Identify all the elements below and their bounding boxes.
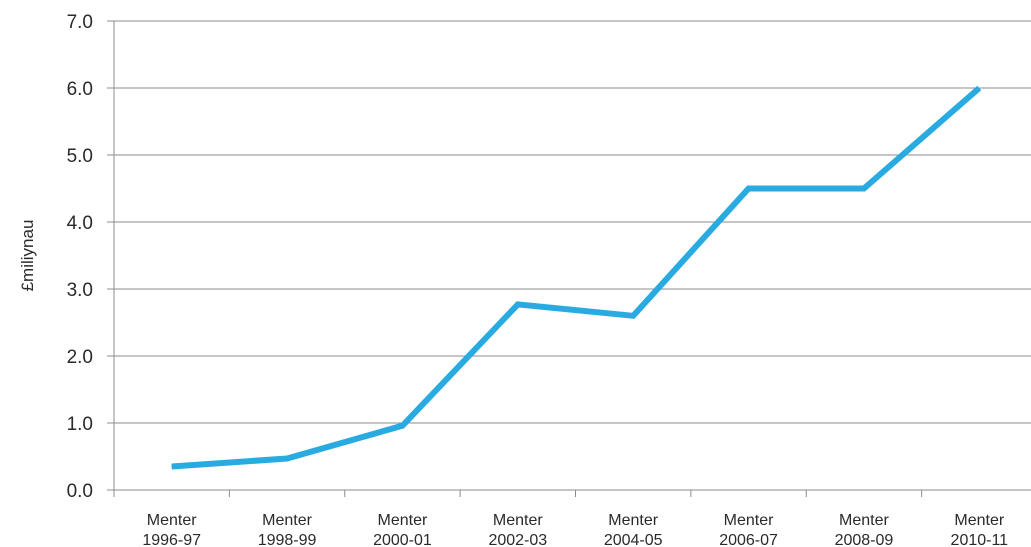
x-tick-label: Menter [493,512,543,529]
y-tick-label: 5.0 [67,146,93,167]
axes [107,20,1031,497]
x-tick-label: Menter [954,512,1004,529]
x-tick-label: Menter [262,512,312,529]
x-tick-label: 2010-11 [951,532,1009,547]
y-tick-label: 3.0 [67,280,93,301]
gridlines [114,20,1031,424]
x-tick-label: Menter [839,512,889,529]
data-point [286,458,288,460]
x-tick-label: 2000-01 [373,532,432,547]
data-point [978,87,980,89]
x-tick-label: Menter [724,512,774,529]
data-point [171,466,173,468]
y-axis-title: £miliynau [18,220,37,292]
x-tick-label: 1998-99 [258,532,317,547]
y-tick-label: 1.0 [67,414,93,435]
y-tick-label: 6.0 [67,79,93,100]
x-tick-label: 1996-97 [142,532,201,547]
data-point [517,303,519,305]
data-point [748,188,750,189]
data-point [401,425,403,427]
x-tick-label: Menter [608,512,658,529]
x-tick-labels: Menter 1996-97 Menter 1998-99 Menter 2000-01 M… [142,512,1008,547]
x-tick-label: 2002-03 [488,532,547,547]
x-tick-label: 2008-09 [835,532,894,547]
y-tick-labels: 0.0 1.0 2.0 3.0 4.0 5.0 6.0 7.0 [67,12,93,502]
series-line [171,85,982,470]
y-tick-label: 0.0 [67,481,93,502]
x-tick-label: 2004-05 [604,532,663,547]
x-tick-label: Menter [147,512,197,529]
series-lines [171,85,982,470]
y-tick-label: 4.0 [67,213,93,234]
data-point [863,188,865,189]
y-tick-label: 7.0 [67,12,93,33]
x-tick-label: 2006-07 [719,532,778,547]
y-tick-label: 2.0 [67,347,93,368]
x-tick-label: Menter [378,512,428,529]
data-point [632,315,634,317]
